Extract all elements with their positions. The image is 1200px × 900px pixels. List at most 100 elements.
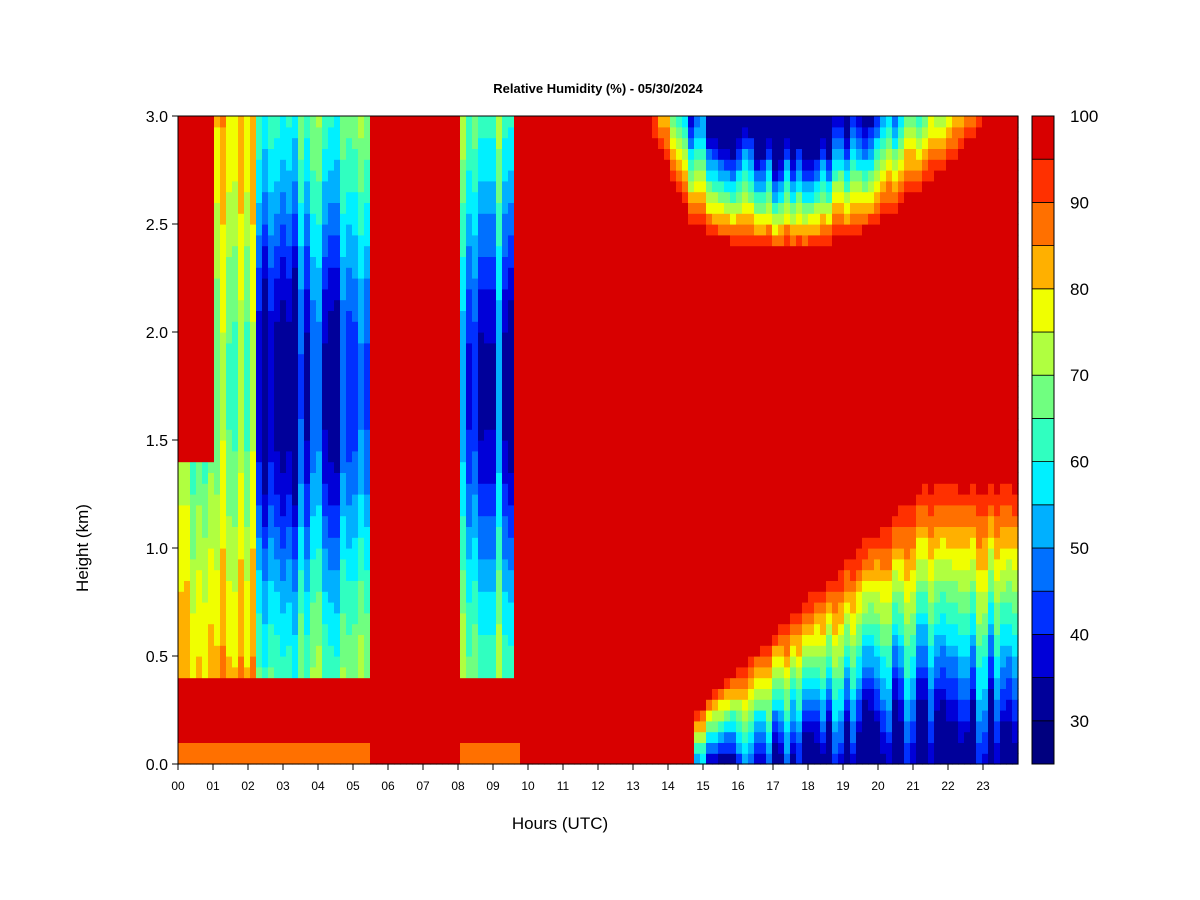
heatmap-cell [310, 677, 317, 689]
heatmap-cell [520, 202, 527, 214]
heatmap-cell [334, 472, 341, 484]
heatmap-cell [544, 213, 551, 225]
heatmap-cell [598, 170, 605, 182]
heatmap-cell [364, 558, 371, 571]
heatmap-cell [208, 461, 215, 473]
heatmap-cell [184, 634, 191, 646]
heatmap-cell [184, 699, 191, 711]
heatmap-cell [508, 710, 515, 722]
heatmap-cell [562, 580, 569, 592]
heatmap-cell [418, 353, 425, 365]
heatmap-cell [664, 170, 671, 182]
heatmap-cell [670, 332, 677, 344]
heatmap-cell [460, 375, 467, 387]
heatmap-cell [268, 494, 275, 506]
heatmap-cell [400, 332, 407, 344]
heatmap-cell [244, 666, 251, 679]
heatmap-cell [286, 180, 293, 193]
heatmap-cell [418, 126, 425, 139]
heatmap-cell [658, 483, 665, 495]
heatmap-cell [478, 494, 485, 506]
heatmap-cell [556, 126, 563, 139]
heatmap-cell [310, 202, 317, 214]
heatmap-cell [388, 407, 395, 419]
heatmap-cell [430, 591, 437, 603]
heatmap-cell [478, 699, 485, 711]
heatmap-cell [274, 461, 281, 473]
heatmap-cell [304, 202, 311, 214]
heatmap-cell [334, 645, 341, 657]
heatmap-cell [502, 159, 509, 171]
heatmap-cell [436, 386, 443, 398]
heatmap-cell [604, 245, 611, 257]
heatmap-cell [250, 396, 257, 409]
heatmap-cell [316, 180, 323, 193]
heatmap-cell [352, 710, 359, 722]
heatmap-cell [586, 418, 593, 430]
heatmap-cell [418, 645, 425, 657]
heatmap-cell [298, 612, 305, 625]
heatmap-cell [394, 483, 401, 495]
heatmap-cell [226, 472, 233, 484]
heatmap-cell [292, 450, 299, 463]
heatmap-cell [226, 116, 233, 128]
heatmap-cell [400, 116, 407, 128]
heatmap-cell [436, 537, 443, 549]
heatmap-cell [514, 548, 521, 560]
heatmap-cell [532, 656, 539, 668]
heatmap-cell [598, 396, 605, 409]
heatmap-cell [574, 126, 581, 139]
heatmap-cell [202, 278, 209, 290]
heatmap-cell [406, 580, 413, 592]
heatmap-cell [286, 396, 293, 409]
heatmap-cell [466, 461, 473, 473]
heatmap-cell [580, 558, 587, 571]
heatmap-cell [202, 634, 209, 646]
heatmap-cell [562, 515, 569, 527]
heatmap-cell [538, 224, 545, 236]
heatmap-cell [436, 332, 443, 344]
heatmap-cell [586, 267, 593, 279]
heatmap-cell [670, 580, 677, 592]
heatmap-cell [190, 256, 197, 268]
heatmap-cell [490, 602, 497, 614]
heatmap-cell [214, 126, 221, 139]
heatmap-cell [484, 515, 491, 527]
heatmap-cell [568, 429, 575, 441]
heatmap-cell [316, 202, 323, 214]
heatmap-cell [502, 450, 509, 463]
heatmap-cell [544, 353, 551, 365]
heatmap-cell [322, 299, 329, 311]
heatmap-cell [646, 321, 653, 333]
heatmap-cell [538, 256, 545, 268]
heatmap-cell [292, 472, 299, 484]
heatmap-cell [496, 267, 503, 279]
heatmap-cell [514, 429, 521, 441]
heatmap-cell [334, 526, 341, 538]
heatmap-cell [436, 731, 443, 743]
heatmap-cell [190, 515, 197, 527]
heatmap-cell [526, 364, 533, 376]
heatmap-cell [412, 591, 419, 603]
heatmap-cell [634, 753, 641, 765]
heatmap-cell [424, 548, 431, 560]
heatmap-cell [304, 180, 311, 193]
heatmap-cell [664, 753, 671, 765]
heatmap-cell [274, 159, 281, 171]
heatmap-cell [364, 116, 371, 128]
heatmap-cell [496, 483, 503, 495]
heatmap-cell [382, 526, 389, 538]
heatmap-cell [478, 634, 485, 646]
heatmap-cell [418, 170, 425, 182]
heatmap-cell [490, 429, 497, 441]
heatmap-cell [442, 494, 449, 506]
heatmap-cell [184, 224, 191, 236]
heatmap-cell [562, 126, 569, 139]
heatmap-cell [460, 310, 467, 322]
heatmap-cell [196, 634, 203, 646]
heatmap-cell [286, 602, 293, 614]
heatmap-cell [268, 180, 275, 193]
heatmap-cell [352, 256, 359, 268]
heatmap-cell [280, 375, 287, 387]
heatmap-cell [340, 558, 347, 571]
